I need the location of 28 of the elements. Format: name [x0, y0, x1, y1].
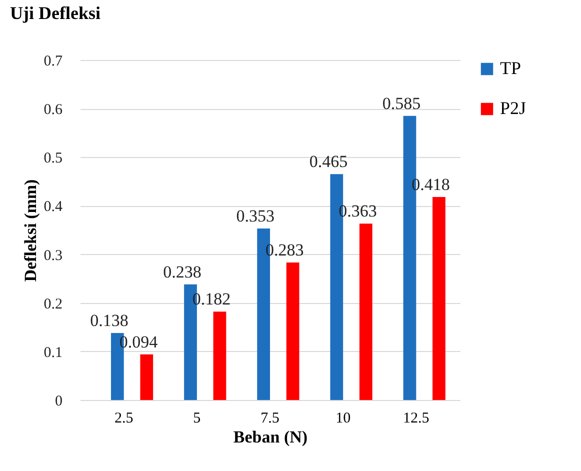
x-tick-label: 10	[336, 410, 351, 426]
y-tick-label: 0.7	[44, 54, 63, 70]
bar	[286, 262, 300, 400]
y-tick-label: 0	[55, 394, 62, 410]
legend-label: TP	[500, 58, 522, 78]
chart-title: Uji Defleksi	[10, 3, 100, 23]
data-label: 0.238	[163, 262, 202, 282]
x-tick-label: 7.5	[260, 410, 280, 426]
x-tick-label: 5	[193, 410, 201, 426]
data-label: 0.585	[382, 94, 421, 113]
y-axis-title: Defleksi (mm)	[20, 179, 40, 282]
x-tick-label: 2.5	[114, 410, 134, 426]
bar	[432, 196, 446, 400]
y-tick-label: 0.6	[44, 102, 63, 118]
x-tick-label: 12.5	[403, 410, 430, 426]
data-label: 0.465	[309, 152, 348, 172]
y-tick-label: 0.1	[44, 344, 62, 361]
y-tick-label: 0.2	[44, 296, 62, 312]
y-tick-label: 0.4	[44, 199, 63, 216]
bar	[140, 354, 154, 400]
bar	[213, 312, 226, 400]
bar	[359, 224, 372, 400]
x-axis-title: Beban (N)	[233, 428, 308, 446]
y-tick-label: 0.3	[44, 248, 62, 264]
legend-label: P2J	[500, 98, 526, 118]
y-tick-label: 0.5	[44, 150, 62, 167]
data-label: 0.138	[90, 310, 128, 330]
data-label: 0.353	[236, 206, 275, 226]
